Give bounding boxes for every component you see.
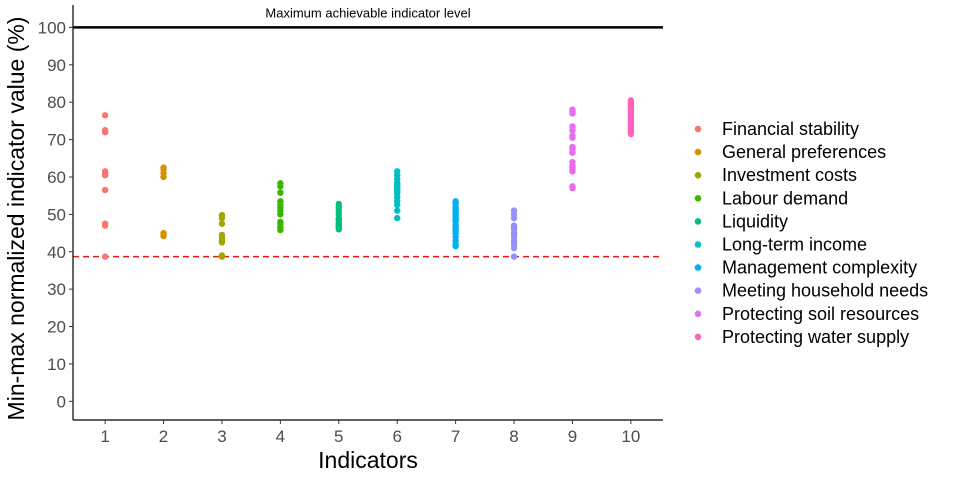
- x-tick-label: 4: [276, 427, 285, 446]
- legend-label: Protecting water supply: [722, 327, 909, 347]
- legend-item: Investment costs: [694, 165, 857, 185]
- y-tick-label: 30: [47, 280, 66, 299]
- series-10: [627, 97, 635, 138]
- legend-key: [694, 333, 702, 341]
- data-point: [335, 226, 342, 233]
- x-tick-label: 9: [568, 427, 577, 446]
- x-tick-label: 7: [451, 427, 460, 446]
- y-tick-label: 80: [47, 93, 66, 112]
- y-tick-label: 0: [57, 392, 66, 411]
- data-point: [510, 244, 518, 252]
- legend-key: [694, 171, 702, 179]
- series-6: [394, 168, 401, 222]
- data-point: [218, 253, 226, 260]
- legend-label: Investment costs: [722, 165, 857, 185]
- x-tick-label: 2: [159, 427, 168, 446]
- data-point: [101, 253, 109, 260]
- legend-label: Management complexity: [722, 258, 917, 278]
- series-9: [569, 106, 576, 192]
- legend-item: Management complexity: [694, 258, 917, 278]
- legend-label: Liquidity: [722, 211, 788, 231]
- legend-item: Labour demand: [694, 188, 848, 208]
- data-point: [218, 220, 226, 227]
- data-point: [569, 127, 576, 134]
- y-axis-title: Min-max normalized indicator value (%): [3, 17, 29, 421]
- data-point: [569, 110, 576, 117]
- legend-key: [694, 310, 702, 318]
- y-tick-label: 70: [47, 131, 66, 150]
- x-tick-label: 3: [217, 427, 226, 446]
- data-point: [101, 222, 109, 229]
- y-tick-label: 20: [47, 318, 66, 337]
- y-tick-label: 100: [38, 18, 66, 37]
- y-tick-label: 10: [47, 355, 66, 374]
- data-point: [277, 183, 284, 190]
- legend-key: [694, 241, 702, 248]
- legend-item: Long-term income: [694, 235, 867, 255]
- y-tick-label: 60: [47, 168, 66, 187]
- series-8: [510, 207, 518, 260]
- legend-key: [694, 125, 702, 133]
- series-7: [452, 198, 459, 250]
- series-1: [101, 112, 109, 260]
- legend-label: Labour demand: [722, 188, 848, 208]
- x-axis-title: Indicators: [318, 447, 418, 473]
- y-tick-label: 40: [47, 243, 66, 262]
- legend-label: Long-term income: [722, 235, 867, 255]
- legend-key: [694, 287, 702, 295]
- axes: 0 10 20 30 40 50 60 70 80 90 100 1 2 3 4 5 6 7 8 9 10: [38, 5, 663, 446]
- x-tick-label: 10: [621, 427, 640, 446]
- data-point: [394, 207, 401, 214]
- legend-key: [694, 195, 702, 202]
- legend-item: Liquidity: [694, 211, 788, 231]
- legend: Financial stability General preferences In…: [694, 119, 928, 347]
- data-point: [569, 149, 576, 156]
- x-tick-label: 8: [509, 427, 518, 446]
- data-point: [101, 171, 109, 179]
- series-3: [218, 211, 226, 260]
- x-tick-label: 5: [334, 427, 343, 446]
- data-point: [394, 214, 401, 222]
- y-tick-label: 50: [47, 205, 66, 224]
- data-point: [160, 173, 167, 181]
- data-point: [277, 211, 284, 218]
- legend-key: [694, 148, 702, 156]
- data-point: [569, 134, 576, 141]
- series-2: [160, 164, 167, 240]
- x-tick-label: 6: [392, 427, 401, 446]
- legend-item: General preferences: [694, 142, 886, 162]
- series-4: [277, 180, 284, 234]
- data-point: [569, 168, 576, 175]
- legend-item: Protecting soil resources: [694, 304, 919, 324]
- legend-key: [694, 264, 702, 271]
- legend-label: Meeting household needs: [722, 281, 928, 301]
- data-point: [452, 242, 459, 250]
- data-point: [218, 239, 226, 246]
- data-point: [218, 214, 226, 222]
- legend-label: Protecting soil resources: [722, 304, 919, 324]
- data-point: [160, 232, 167, 240]
- legend-label: General preferences: [722, 142, 886, 162]
- x-tick-label: 1: [100, 427, 109, 446]
- data-point: [510, 253, 518, 260]
- data-point: [627, 130, 635, 138]
- data-point: [277, 189, 284, 196]
- legend-item: Meeting household needs: [694, 281, 928, 301]
- plot-area: Maximum achievable indicator level: [73, 5, 663, 260]
- data-point: [101, 186, 109, 194]
- legend-key: [694, 218, 702, 225]
- legend-item: Protecting water supply: [694, 327, 909, 347]
- max-level-annotation: Maximum achievable indicator level: [265, 5, 470, 20]
- data-point: [510, 214, 518, 222]
- y-tick-label: 90: [47, 56, 66, 75]
- data-point: [101, 128, 109, 136]
- data-point: [277, 226, 284, 234]
- legend-label: Financial stability: [722, 119, 859, 139]
- data-point: [394, 201, 401, 209]
- series-5: [335, 200, 342, 233]
- data-point: [569, 184, 576, 192]
- data-point: [101, 112, 109, 119]
- legend-item: Financial stability: [694, 119, 859, 139]
